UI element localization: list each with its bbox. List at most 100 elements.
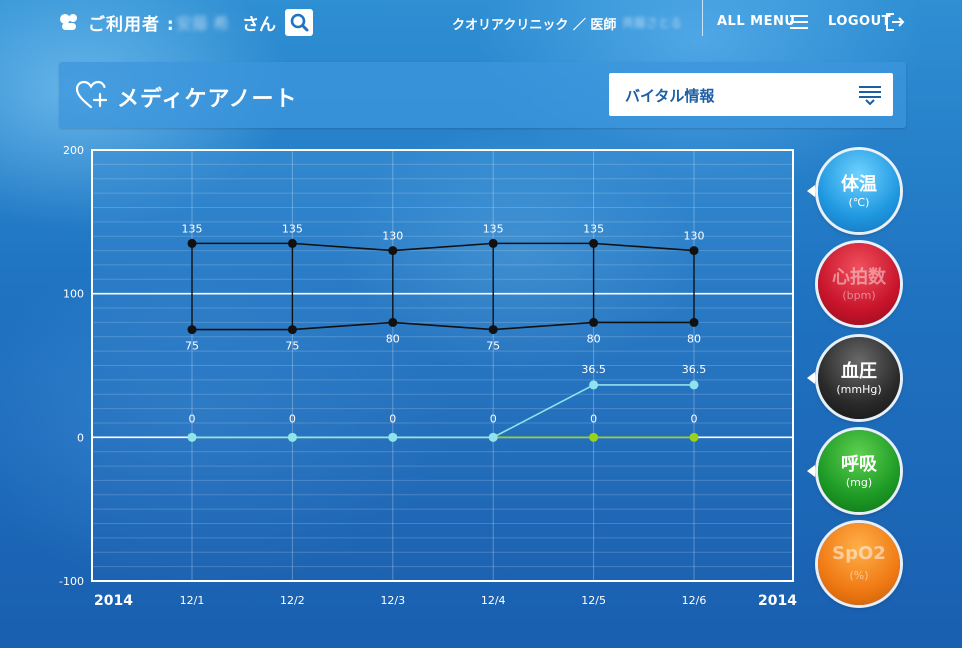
x-tick-label: 12/4 (481, 594, 506, 607)
data-label: 135 (583, 222, 604, 235)
data-point (689, 317, 699, 327)
data-point (187, 238, 197, 248)
data-label: 135 (483, 222, 504, 235)
doctor-name: 斉藤さとる (622, 16, 683, 30)
blood-pressure-unit: (mmHg) (836, 383, 882, 396)
x-tick-label: 12/2 (280, 594, 305, 607)
year-label-right: 2014 (758, 593, 797, 609)
title-bar: メディケアノート バイタル情報 (59, 62, 906, 128)
data-label: 0 (389, 412, 396, 425)
data-label: 0 (590, 412, 597, 425)
x-tick-label: 12/1 (180, 594, 205, 607)
all-menu-link[interactable]: ALL MENU (717, 14, 796, 29)
y-tick-label: 200 (63, 144, 84, 157)
pointer-arrow (807, 465, 815, 477)
data-label: 75 (486, 340, 500, 353)
blood-pressure-button[interactable]: 血圧 (mmHg) (807, 337, 900, 419)
blood-pressure-label: 血圧 (841, 361, 877, 382)
data-point (589, 432, 599, 442)
vertical-grid (191, 150, 695, 581)
series-line (192, 242, 695, 252)
respiration-label: 呼吸 (841, 454, 877, 475)
header-divider (702, 0, 703, 36)
logout-icon[interactable] (885, 13, 905, 31)
user-suffix: さん (242, 15, 276, 35)
data-point (488, 432, 498, 442)
data-point (589, 380, 599, 390)
data-label: 0 (490, 412, 497, 425)
data-label: 75 (185, 340, 199, 353)
x-tick-labels: 12/1 12/2 12/3 12/4 12/5 12/6 (180, 594, 707, 607)
y-tick-label: 0 (77, 431, 84, 444)
y-tick-label: -100 (59, 575, 84, 588)
search-icon (290, 13, 309, 32)
plot-area (91, 149, 794, 582)
hamburger-menu-icon[interactable] (790, 14, 808, 30)
series-line (192, 384, 694, 439)
data-point (388, 317, 398, 327)
data-label: 75 (285, 340, 299, 353)
data-point (689, 432, 699, 442)
data-label: 135 (182, 222, 203, 235)
logout-link[interactable]: LOGOUT (828, 14, 892, 29)
data-label: 36.5 (581, 363, 606, 376)
data-label: 80 (687, 332, 701, 345)
data-point (589, 317, 599, 327)
data-point (388, 432, 398, 442)
data-label: 80 (386, 332, 400, 345)
user-label: ご利用者 : (88, 15, 175, 35)
data-point (488, 238, 498, 248)
app-title: メディケアノート (117, 87, 298, 112)
y-tick-labels: 200 100 0 -100 (59, 144, 84, 588)
dropdown-list-icon (859, 86, 881, 106)
heart-rate-unit: (bpm) (842, 289, 876, 302)
spo2-button[interactable]: SpO2 (%) (818, 523, 900, 605)
data-label: 130 (382, 230, 403, 243)
pointer-arrow (807, 372, 815, 384)
data-point (287, 325, 297, 335)
data-point (187, 325, 197, 335)
x-tick-label: 12/5 (581, 594, 606, 607)
horizontal-grid (92, 163, 793, 568)
x-tick-label: 12/6 (682, 594, 707, 607)
data-point (689, 246, 699, 256)
data-label: 36.5 (682, 363, 707, 376)
x-tick-label: 12/3 (380, 594, 405, 607)
data-point (589, 238, 599, 248)
pointer-arrow (807, 185, 815, 197)
data-label: 0 (691, 412, 698, 425)
data-label: 80 (587, 332, 601, 345)
spo2-label: SpO2 (832, 543, 886, 564)
vital-select-value: バイタル情報 (625, 87, 715, 105)
search-button[interactable] (285, 9, 313, 36)
data-label: 130 (684, 230, 705, 243)
data-point (187, 432, 197, 442)
data-point (287, 432, 297, 442)
heart-rate-label: 心拍数 (832, 267, 886, 288)
data-point (488, 325, 498, 335)
data-point (287, 238, 297, 248)
vital-select[interactable]: バイタル情報 (609, 73, 893, 116)
year-label-left: 2014 (94, 593, 133, 609)
respiration-button[interactable]: 呼吸 (mg) (807, 430, 900, 512)
clinic-label: クオリアクリニック ／ 医師 (452, 18, 617, 33)
series-layer: 135 135 130 135 135 130 75 75 80 75 80 80 0 0 0 0 0 0 36.5… (182, 222, 707, 442)
y-tick-label: 100 (63, 288, 84, 301)
temperature-button[interactable]: 体温 (℃) (807, 150, 900, 232)
temperature-unit: (℃) (848, 196, 870, 209)
heart-rate-button[interactable]: 心拍数 (bpm) (818, 243, 900, 325)
blood-pressure-range-bars (191, 243, 695, 330)
data-point (388, 246, 398, 256)
data-label: 0 (189, 412, 196, 425)
pills-logo-icon (60, 14, 77, 30)
series-line (192, 321, 694, 331)
spo2-unit: (%) (849, 569, 869, 582)
heart-plus-icon (75, 80, 107, 109)
data-label: 135 (282, 222, 303, 235)
data-point (689, 380, 699, 390)
respiration-unit: (mg) (845, 476, 873, 489)
user-name: 安藤 希 (176, 14, 230, 33)
header: ご利用者 : 安藤 希 さん クオリアクリニック ／ 医師 斉藤さとる ALL … (0, 0, 962, 46)
temperature-label: 体温 (841, 174, 877, 195)
